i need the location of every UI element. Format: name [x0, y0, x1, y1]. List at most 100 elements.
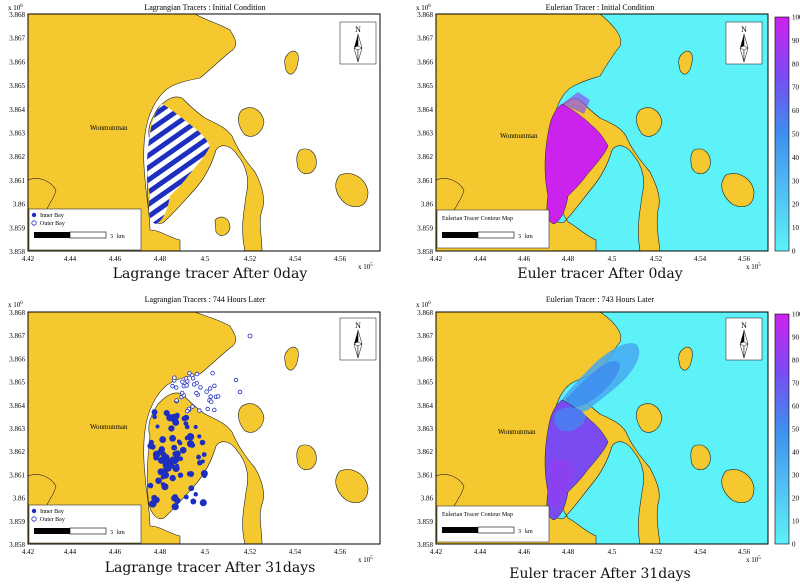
tracer-inner-bay	[197, 434, 202, 439]
tracer-outer-bay	[208, 394, 213, 399]
x-tick: 4.46	[109, 548, 122, 556]
svg-text:Outer Bay: Outer Bay	[40, 517, 65, 523]
x-tick: 4.42	[430, 548, 443, 556]
plume-mid	[562, 361, 620, 408]
colorbar-tick-label: 80	[792, 357, 800, 365]
y-tick: 3.867	[9, 35, 25, 43]
tracer-inner-bay	[186, 432, 195, 441]
tracer-inner-bay	[190, 498, 197, 505]
plot-frame	[435, 311, 769, 545]
y-tick: 3.864	[417, 402, 433, 410]
y-tick: 3.858	[9, 248, 25, 256]
tracer-inner-bay	[172, 455, 180, 463]
colorbar-tick-label: 30	[792, 472, 800, 480]
map-lagrange-31days: Lagrangian Tracers : 744 Hours Later 3.8…	[8, 295, 381, 564]
panel-lagrange-31days: Lagrangian Tracers : 744 Hours Later 3.8…	[0, 292, 400, 583]
scale-bar	[34, 528, 70, 534]
y-tick: 3.867	[9, 332, 25, 340]
tracer-outer-bay	[204, 389, 209, 394]
panel-lagrange-initial: Lagrangian Tracers : Initial Condition 3…	[0, 0, 400, 290]
tracer-inner-bay	[153, 455, 159, 461]
svg-text:Inner Bay: Inner Bay	[40, 509, 64, 515]
x-tick: 4.56	[334, 548, 347, 556]
y-exponent: x 106	[416, 4, 431, 12]
tracer-inner-bay	[161, 483, 169, 491]
y-tick: 3.858	[417, 248, 433, 256]
y-tick: 3.867	[417, 35, 433, 43]
tracer-inner-bay	[155, 424, 160, 429]
colorbar-tick-label: 50	[792, 426, 800, 434]
tracer-outer-bay	[209, 399, 214, 404]
y-tick: 3.859	[9, 518, 25, 526]
y-tick: 3.864	[9, 402, 25, 410]
colorbar-tick-label: 90	[792, 334, 800, 342]
x-exponent: x 105	[746, 556, 761, 564]
island	[296, 444, 317, 471]
y-tick: 3.86	[13, 201, 26, 209]
y-tick: 3.865	[9, 379, 25, 387]
svg-text:N: N	[355, 321, 361, 330]
x-exponent: x 105	[746, 263, 761, 271]
island	[690, 444, 711, 471]
y-tick: 3.862	[9, 448, 25, 456]
tracer-outer-bay	[174, 398, 179, 403]
y-axis: 3.868 3.867 3.866 3.865 3.864 3.863 3.86…	[9, 11, 25, 256]
tracer-inner-bay	[164, 464, 172, 472]
x-tick: 4.56	[738, 255, 751, 263]
tracer-inner-bay	[186, 440, 195, 448]
x-tick: 4.52	[650, 255, 663, 263]
colorbar-tick-label: 80	[792, 60, 800, 68]
y-tick: 3.862	[417, 153, 433, 161]
island	[678, 346, 693, 371]
colorbar-tick-label: 10	[792, 224, 800, 232]
tracer-inner-bay	[202, 473, 207, 479]
island	[721, 469, 755, 503]
svg-text:km: km	[117, 234, 125, 240]
y-tick: 3.865	[417, 379, 433, 387]
svg-text:3: 3	[518, 234, 521, 240]
tracer-inner-bay	[149, 444, 156, 450]
x-tick: 4.44	[64, 255, 77, 263]
colorbar-tick-label: 30	[792, 177, 800, 185]
x-tick: 4.54	[694, 548, 707, 556]
x-exponent: x 105	[358, 263, 373, 271]
y-exponent: x 106	[416, 301, 431, 309]
tracer-inner-bay	[193, 492, 198, 497]
svg-text:km: km	[117, 530, 125, 536]
place-label: Wonmunman	[498, 428, 536, 436]
colorbar-tick-label: 10	[792, 518, 800, 526]
tracer-inner-bay	[193, 424, 198, 429]
x-tick: 4.46	[518, 548, 531, 556]
colorbar-tick-label: 20	[792, 495, 800, 503]
tracer-outer-bay	[215, 394, 221, 399]
x-tick: 4.44	[474, 255, 487, 263]
svg-text:Outer Bay: Outer Bay	[40, 221, 65, 227]
svg-text:3: 3	[518, 529, 521, 535]
y-tick: 3.863	[417, 130, 433, 138]
colorbar-tick-label: 50	[792, 131, 800, 139]
tracer-outer-bay	[172, 375, 177, 380]
colorbar-tick-label: 40	[792, 154, 800, 162]
tracer-outer-bay	[210, 370, 215, 376]
tracer-outer-bay	[180, 379, 185, 384]
panel-title: Eulerian Tracer : 743 Hours Later	[546, 295, 655, 304]
colorbar-tick-label: 70	[792, 380, 800, 388]
tracer-outer-bay	[247, 333, 253, 339]
tracer-inner-bay	[199, 439, 206, 446]
y-tick: 3.862	[9, 153, 25, 161]
water-area	[548, 14, 768, 251]
island	[296, 148, 317, 175]
x-tick: 4.48	[562, 255, 575, 263]
x-tick: 4.5	[201, 255, 210, 263]
island	[690, 148, 711, 175]
tracer-outer-bay	[212, 383, 217, 388]
tracer-inner-bay	[151, 409, 158, 416]
north-arrow-icon: N	[725, 21, 763, 65]
tracer-inner-bay	[169, 474, 176, 482]
inner-bay-tracer	[544, 103, 609, 225]
x-tick: 4.48	[154, 255, 167, 263]
y-tick: 3.866	[9, 355, 25, 363]
colorbar-tick-label: 40	[792, 449, 800, 457]
tracer-inner-bay	[163, 457, 171, 466]
tracer-inner-bay	[184, 424, 190, 430]
